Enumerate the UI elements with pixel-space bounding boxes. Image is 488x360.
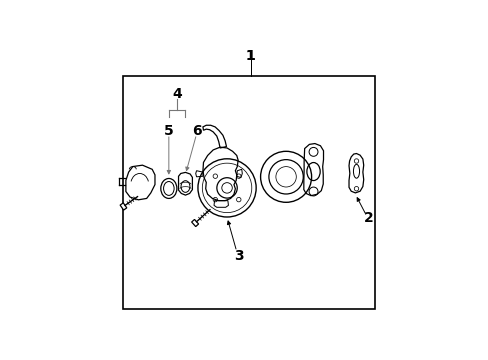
Polygon shape	[191, 220, 198, 226]
Bar	[123, 76, 375, 309]
Text: 2: 2	[363, 211, 372, 225]
Text: 1: 1	[245, 49, 255, 63]
Text: 6: 6	[191, 123, 201, 138]
Polygon shape	[120, 203, 126, 210]
Text: 5: 5	[163, 123, 173, 138]
Text: 4: 4	[172, 87, 182, 102]
Text: 1: 1	[245, 49, 255, 63]
Text: 3: 3	[234, 249, 244, 263]
